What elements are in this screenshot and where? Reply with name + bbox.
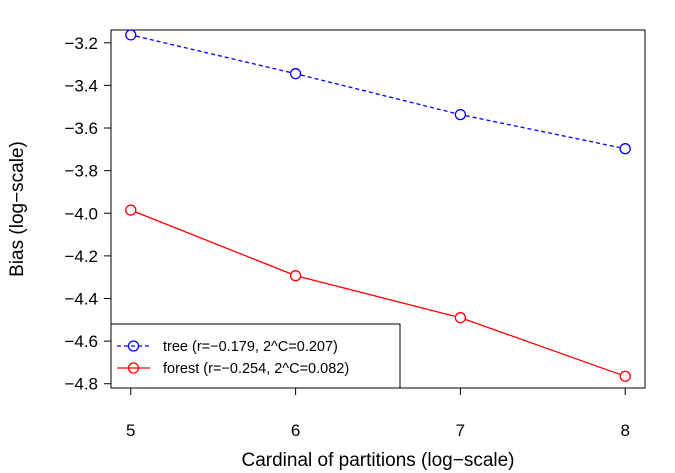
forest-point — [454, 312, 467, 324]
y-axis: −4.8 −4.6 −4.4 −4.2 −4.0 −3.8 −3.6 −3.4 −3.2 — [64, 34, 112, 394]
tree-point — [289, 68, 302, 80]
x-tick-label: 6 — [291, 421, 300, 440]
y-tick-label: −3.2 — [64, 34, 98, 53]
y-tick-label: −3.6 — [64, 119, 98, 138]
tree-point — [454, 108, 467, 121]
x-axis: 5 6 7 8 — [126, 387, 630, 440]
series-layer — [125, 29, 631, 382]
tree-line-segment — [135, 35, 291, 74]
legend-tree-marker — [127, 340, 140, 352]
legend-tree-label: tree (r=−0.179, 2^C=0.207) — [163, 339, 338, 355]
y-tick-label: −4.2 — [64, 247, 98, 266]
forest-point — [619, 370, 631, 382]
y-tick-label: −4.6 — [64, 332, 98, 351]
forest-line-segment — [465, 318, 621, 376]
forest-point — [125, 204, 137, 216]
legend-forest-marker — [127, 362, 140, 374]
x-axis-label: Cardinal of partitions (log−scale) — [242, 450, 515, 471]
y-tick-label: −4.4 — [64, 290, 98, 309]
tree-point — [619, 143, 631, 155]
legend-forest-label: forest (r=−0.254, 2^C=0.082) — [163, 361, 349, 377]
forest-point — [289, 270, 302, 282]
legend-box — [110, 323, 401, 389]
tree-point — [125, 29, 137, 41]
legend: tree (r=−0.179, 2^C=0.207) forest (r=−0.… — [110, 323, 401, 389]
x-tick-label: 8 — [620, 421, 629, 440]
forest-line-segment — [300, 276, 456, 317]
y-tick-label: −3.4 — [64, 76, 98, 95]
x-tick-label: 5 — [126, 421, 135, 440]
tree-line-segment — [465, 115, 620, 149]
y-tick-label: −3.8 — [64, 162, 98, 181]
y-tick-label: −4.8 — [64, 375, 98, 394]
forest-line-segment — [135, 211, 291, 275]
y-tick-label: −4.0 — [64, 204, 98, 223]
y-axis-label: Bias (log−scale) — [7, 141, 28, 277]
tree-line-segment — [300, 74, 456, 114]
x-tick-label: 7 — [456, 421, 465, 440]
